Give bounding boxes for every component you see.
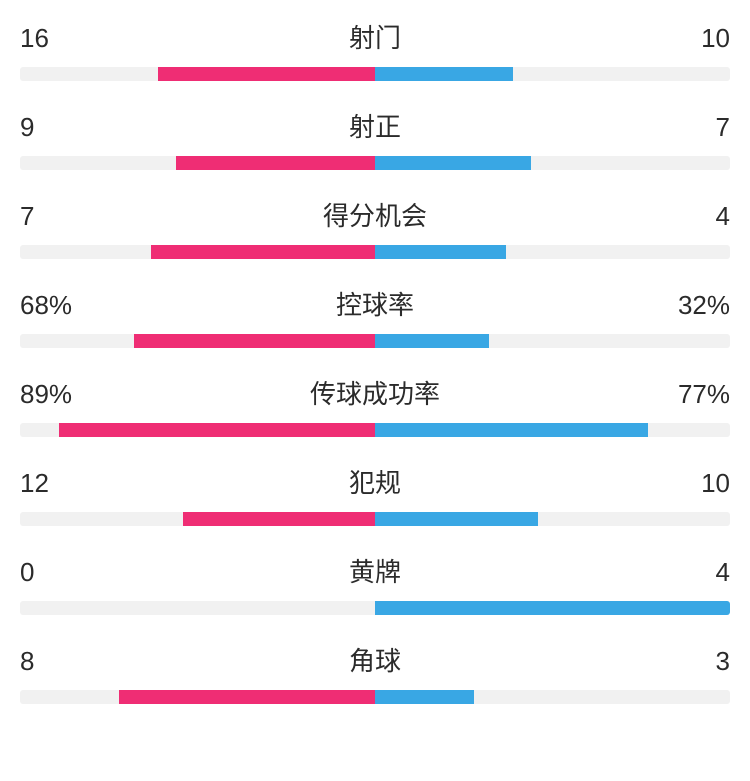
stat-bar-right-half	[375, 512, 730, 526]
stat-label: 黄牌	[80, 552, 670, 589]
stat-bar-left-fill	[151, 245, 375, 259]
stat-value-left: 0	[20, 557, 80, 588]
stat-label: 传球成功率	[80, 374, 670, 411]
stat-bar-track	[20, 512, 730, 526]
stat-bar-right-fill	[375, 67, 513, 81]
stat-value-left: 68%	[20, 290, 80, 321]
stat-value-right: 77%	[670, 379, 730, 410]
stat-value-right: 10	[670, 468, 730, 499]
stat-bar-left-half	[20, 690, 375, 704]
match-stats-chart: 16射门109射正77得分机会468%控球率32%89%传球成功率77%12犯规…	[0, 0, 750, 704]
stat-header: 8角球3	[20, 641, 730, 678]
stat-value-left: 8	[20, 646, 80, 677]
stat-header: 9射正7	[20, 107, 730, 144]
stat-value-left: 7	[20, 201, 80, 232]
stat-bar-left-fill	[59, 423, 375, 437]
stat-bar-track	[20, 334, 730, 348]
stat-bar-right-half	[375, 245, 730, 259]
stat-bar-left-fill	[119, 690, 375, 704]
stat-bar-track	[20, 690, 730, 704]
stat-label: 角球	[80, 641, 670, 678]
stat-row: 7得分机会4	[20, 196, 730, 259]
stat-bar-right-half	[375, 67, 730, 81]
stat-bar-right-fill	[375, 512, 538, 526]
stat-value-right: 10	[670, 23, 730, 54]
stat-value-right: 3	[670, 646, 730, 677]
stat-bar-right-fill	[375, 334, 489, 348]
stat-row: 12犯规10	[20, 463, 730, 526]
stat-bar-right-fill	[375, 245, 506, 259]
stat-value-left: 16	[20, 23, 80, 54]
stat-row: 16射门10	[20, 18, 730, 81]
stat-row: 9射正7	[20, 107, 730, 170]
stat-label: 射正	[80, 107, 670, 144]
stat-bar-left-fill	[158, 67, 375, 81]
stat-value-right: 4	[670, 201, 730, 232]
stat-bar-right-fill	[375, 423, 648, 437]
stat-bar-left-half	[20, 245, 375, 259]
stat-value-right: 32%	[670, 290, 730, 321]
stat-bar-track	[20, 67, 730, 81]
stat-bar-right-half	[375, 690, 730, 704]
stat-header: 16射门10	[20, 18, 730, 55]
stat-bar-track	[20, 245, 730, 259]
stat-label: 控球率	[80, 285, 670, 322]
stat-bar-left-fill	[134, 334, 375, 348]
stat-value-left: 89%	[20, 379, 80, 410]
stat-value-right: 7	[670, 112, 730, 143]
stat-bar-left-half	[20, 334, 375, 348]
stat-bar-right-fill	[375, 690, 474, 704]
stat-header: 7得分机会4	[20, 196, 730, 233]
stat-bar-left-fill	[183, 512, 375, 526]
stat-label: 犯规	[80, 463, 670, 500]
stat-bar-left-fill	[176, 156, 375, 170]
stat-bar-right-fill	[375, 156, 531, 170]
stat-row: 0黄牌4	[20, 552, 730, 615]
stat-bar-track	[20, 423, 730, 437]
stat-row: 68%控球率32%	[20, 285, 730, 348]
stat-bar-track	[20, 156, 730, 170]
stat-bar-left-half	[20, 67, 375, 81]
stat-bar-right-fill	[375, 601, 730, 615]
stat-row: 8角球3	[20, 641, 730, 704]
stat-header: 12犯规10	[20, 463, 730, 500]
stat-bar-right-half	[375, 334, 730, 348]
stat-row: 89%传球成功率77%	[20, 374, 730, 437]
stat-bar-right-half	[375, 601, 730, 615]
stat-bar-right-half	[375, 423, 730, 437]
stat-label: 得分机会	[80, 196, 670, 233]
stat-value-right: 4	[670, 557, 730, 588]
stat-value-left: 9	[20, 112, 80, 143]
stat-label: 射门	[80, 18, 670, 55]
stat-bar-left-half	[20, 601, 375, 615]
stat-value-left: 12	[20, 468, 80, 499]
stat-header: 68%控球率32%	[20, 285, 730, 322]
stat-bar-right-half	[375, 156, 730, 170]
stat-header: 0黄牌4	[20, 552, 730, 589]
stat-bar-left-half	[20, 512, 375, 526]
stat-bar-left-half	[20, 423, 375, 437]
stat-header: 89%传球成功率77%	[20, 374, 730, 411]
stat-bar-track	[20, 601, 730, 615]
stat-bar-left-half	[20, 156, 375, 170]
